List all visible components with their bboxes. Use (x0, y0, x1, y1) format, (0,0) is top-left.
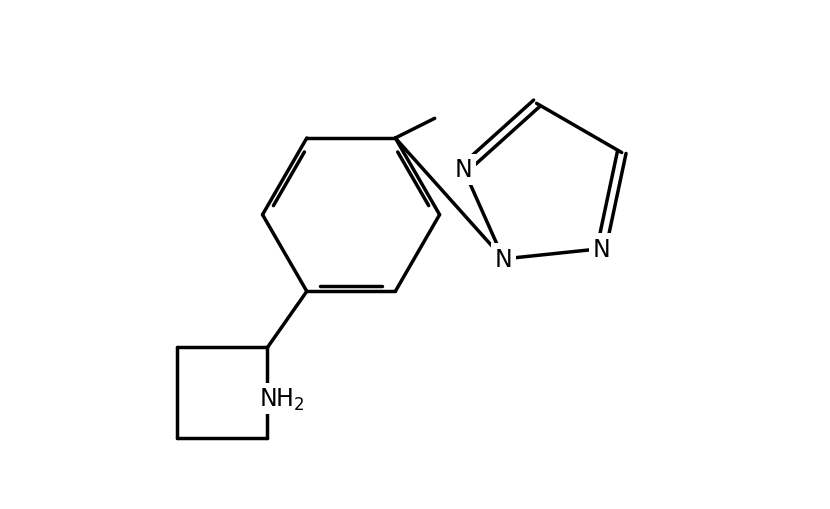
Text: NH$_2$: NH$_2$ (259, 386, 305, 412)
Text: N: N (495, 247, 512, 271)
Text: N: N (593, 237, 610, 261)
Text: N: N (455, 158, 472, 182)
